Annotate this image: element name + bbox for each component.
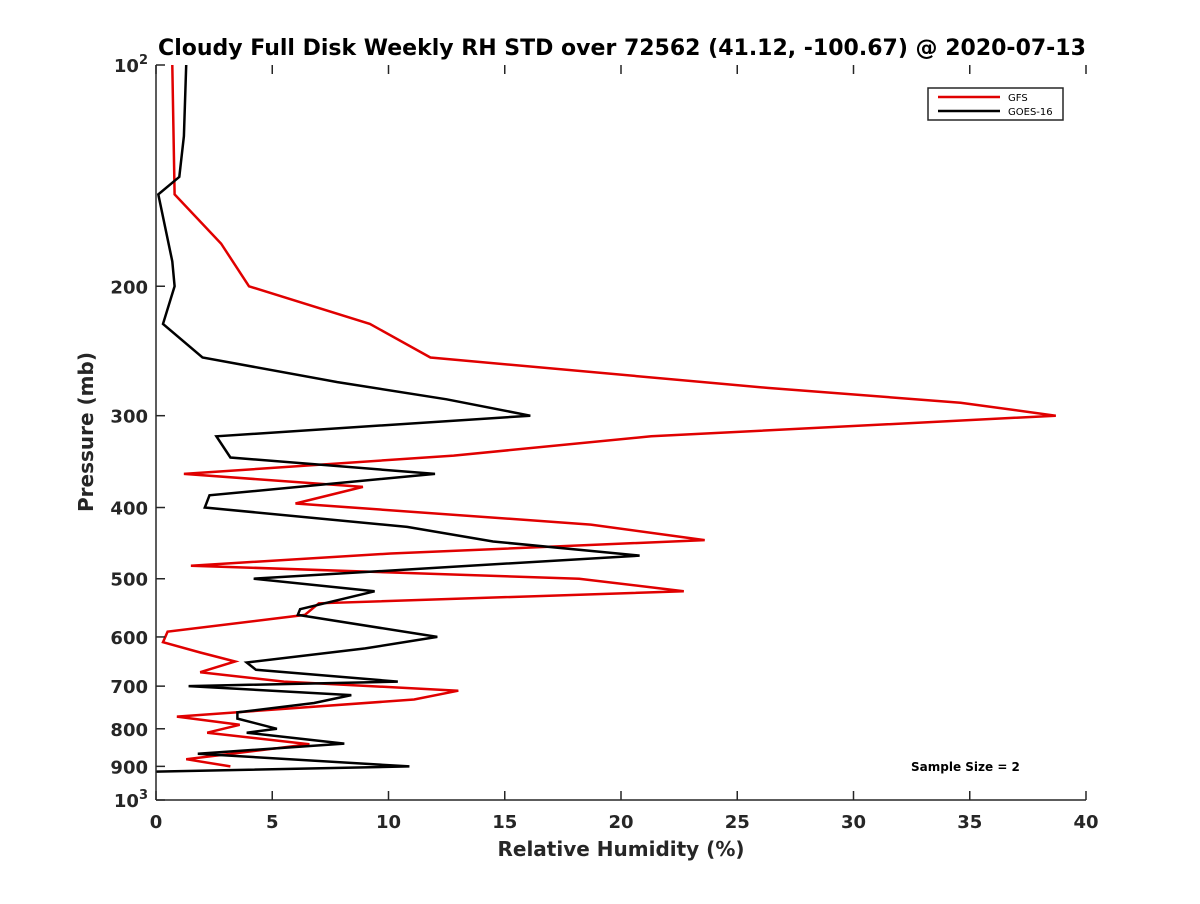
- y-tick-label: 600: [110, 628, 148, 649]
- x-ticks: 0 5 10 15 20 25 30 35 40: [150, 65, 1099, 833]
- y-tick-label: 800: [110, 720, 148, 741]
- series-group: [155, 64, 1056, 773]
- y-tick-label: 700: [110, 677, 148, 698]
- x-tick-label: 5: [266, 812, 279, 833]
- x-tick-label: 30: [841, 812, 866, 833]
- series-line-gfs: [161, 64, 1056, 768]
- sample-size-annotation: Sample Size = 2: [911, 760, 1020, 774]
- legend: GFS GOES-16: [927, 87, 1064, 121]
- x-axis-label: Relative Humidity (%): [497, 837, 744, 861]
- y-tick-label: 200: [110, 277, 148, 298]
- y-tick-label: 300: [110, 407, 148, 428]
- x-tick-label: 0: [150, 812, 163, 833]
- y-tick-label: 103: [114, 788, 148, 812]
- y-axis-label: Pressure (mb): [74, 352, 98, 512]
- x-tick-label: 15: [492, 812, 517, 833]
- axes-group: [155, 65, 1086, 801]
- legend-box: [927, 87, 1064, 121]
- series-line-goes16: [155, 64, 640, 773]
- y-ticks: 102 200 300 400 500 600 700 800 900 103: [110, 53, 165, 812]
- x-tick-label: 40: [1073, 812, 1098, 833]
- y-tick-label: 102: [114, 53, 148, 77]
- y-tick-label: 900: [110, 757, 148, 778]
- legend-label-gfs: GFS: [1008, 93, 1028, 104]
- x-tick-label: 25: [725, 812, 750, 833]
- x-tick-label: 20: [608, 812, 633, 833]
- x-tick-label: 10: [376, 812, 401, 833]
- y-tick-label: 400: [110, 499, 148, 520]
- chart-title: Cloudy Full Disk Weekly RH STD over 7256…: [158, 36, 1086, 61]
- y-tick-label: 500: [110, 570, 148, 591]
- legend-label-goes16: GOES-16: [1008, 107, 1053, 118]
- x-tick-label: 35: [957, 812, 982, 833]
